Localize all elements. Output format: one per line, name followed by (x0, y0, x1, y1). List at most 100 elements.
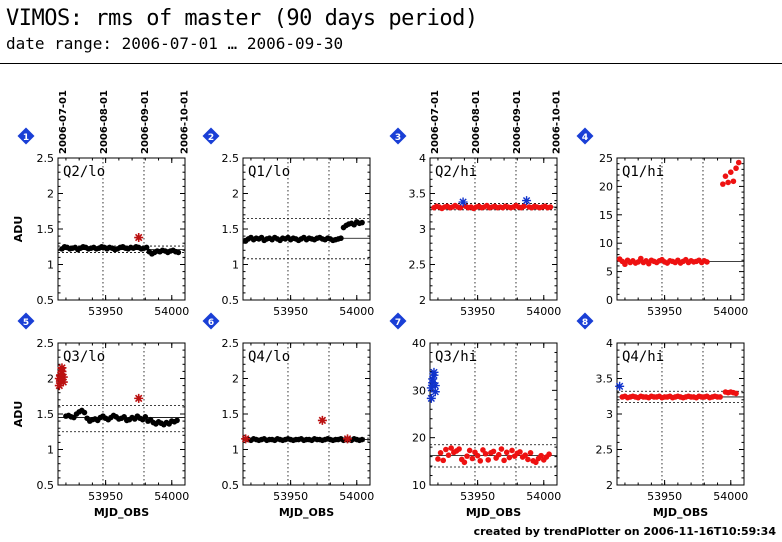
y-tick-label: 30 (412, 384, 426, 397)
panel-badge-number: 5 (23, 318, 29, 328)
data-point (547, 204, 554, 210)
data-point (338, 235, 344, 242)
data-point (506, 454, 513, 461)
data-point (443, 446, 449, 453)
plot-frame (616, 157, 745, 301)
data-point (485, 457, 492, 463)
data-point (456, 446, 462, 452)
data-point (730, 178, 737, 185)
panel-title: Q1/hi (622, 164, 664, 180)
y-tick-label: 1.5 (222, 408, 240, 421)
panel-2: 0.5 1 1.5 2 2.5 53950 54000 Q1/lo 2 (202, 127, 374, 318)
y-tick-label: 0.5 (222, 294, 240, 307)
x-tick-label: 54000 (339, 490, 374, 503)
data-point (175, 249, 182, 256)
x-tick-label: 54000 (339, 305, 374, 318)
data-point (622, 261, 628, 268)
date-tick-label: 2006-08-01 (471, 90, 482, 154)
outlier-point-core (61, 379, 66, 385)
y-tick-label: 1 (232, 259, 239, 272)
x-tick-label: 54000 (154, 490, 189, 503)
data-point (546, 451, 552, 458)
panel-badge (202, 312, 220, 330)
panel-title: Q1/lo (248, 164, 290, 180)
x-axis-label: MJD_OBS (279, 506, 334, 519)
x-tick-label: 53950 (88, 490, 123, 503)
panel-badge-number: 7 (395, 318, 401, 328)
outlier-point-core (320, 418, 325, 423)
x-tick-label: 54000 (154, 305, 189, 318)
data-point (503, 449, 510, 456)
data-point (469, 455, 476, 462)
y-tick-label: 0.5 (37, 479, 55, 492)
header-divider (0, 63, 782, 64)
date-tick-label: 2006-07-01 (58, 90, 69, 154)
panel-badge (389, 312, 407, 330)
date-tick-label: 2006-09-01 (512, 90, 523, 154)
data-point (717, 394, 723, 400)
y-tick-label: 4 (606, 337, 613, 350)
x-tick-label: 54000 (526, 490, 561, 503)
flagged-point (426, 383, 436, 393)
data-point (174, 417, 180, 424)
y-tick-label: 3 (419, 223, 426, 236)
data-point (477, 458, 484, 464)
panel-badge-number: 2 (208, 133, 214, 143)
panel-title: Q2/lo (63, 164, 105, 180)
plot-frame (429, 342, 558, 486)
y-tick-label: 25 (599, 152, 613, 165)
x-tick-label: 54000 (526, 305, 561, 318)
panel-badge-number: 8 (582, 318, 588, 328)
credit-line: created by trendPlotter on 2006-11-16T10… (473, 525, 776, 538)
outlier-point-core (61, 374, 66, 380)
y-tick-label: 0 (606, 294, 613, 307)
y-tick-label: 2.5 (596, 444, 614, 457)
panel-title: Q4/hi (622, 349, 664, 365)
y-axis-label: ADU (12, 401, 25, 428)
panel-badge-number: 3 (395, 133, 401, 143)
panel-1: 0.5 1 1.5 2 2.5 53950 54000 Q2/lo 1 ADU 2006-07-01… (12, 90, 191, 318)
y-tick-label: 2 (419, 294, 426, 307)
data-point (466, 447, 473, 454)
data-point (143, 244, 150, 251)
flagged-point (430, 387, 440, 397)
y-tick-label: 1 (232, 444, 239, 457)
outlier-point-core (136, 235, 141, 240)
panel-badge (389, 127, 407, 145)
panel-title: Q3/lo (63, 349, 105, 365)
panel-7: 10 20 30 40 53950 54000 Q3/hi 7 MJD_OBS (389, 312, 561, 519)
data-point (457, 204, 464, 211)
data-point (522, 452, 529, 458)
flagged-point (522, 196, 532, 206)
x-axis-label: MJD_OBS (653, 506, 708, 519)
flagged-point (426, 393, 436, 403)
flagged-point (429, 367, 439, 377)
y-tick-label: 2.5 (409, 259, 427, 272)
data-point (720, 181, 726, 187)
y-tick-label: 20 (599, 180, 613, 193)
x-axis-label: MJD_OBS (466, 506, 521, 519)
x-tick-label: 53950 (460, 490, 495, 503)
y-tick-label: 2.5 (37, 152, 55, 165)
data-point (727, 169, 734, 175)
y-tick-label: 1 (47, 259, 54, 272)
data-point (525, 456, 531, 463)
data-point (638, 255, 644, 262)
data-point (142, 414, 149, 420)
y-tick-label: 10 (599, 237, 613, 250)
y-tick-label: 40 (412, 337, 426, 350)
y-tick-label: 2 (232, 188, 239, 201)
data-point (448, 445, 454, 451)
y-tick-label: 1.5 (222, 223, 240, 236)
data-point (437, 450, 444, 456)
data-point (498, 446, 505, 452)
x-tick-label: 54000 (713, 490, 748, 503)
y-tick-label: 1 (47, 444, 54, 457)
outlier-point-core (345, 436, 350, 442)
data-point (461, 459, 468, 466)
y-tick-label: 2 (232, 373, 239, 386)
date-tick-label: 2006-09-01 (140, 90, 151, 154)
data-point (722, 173, 729, 179)
y-tick-label: 10 (412, 479, 426, 492)
